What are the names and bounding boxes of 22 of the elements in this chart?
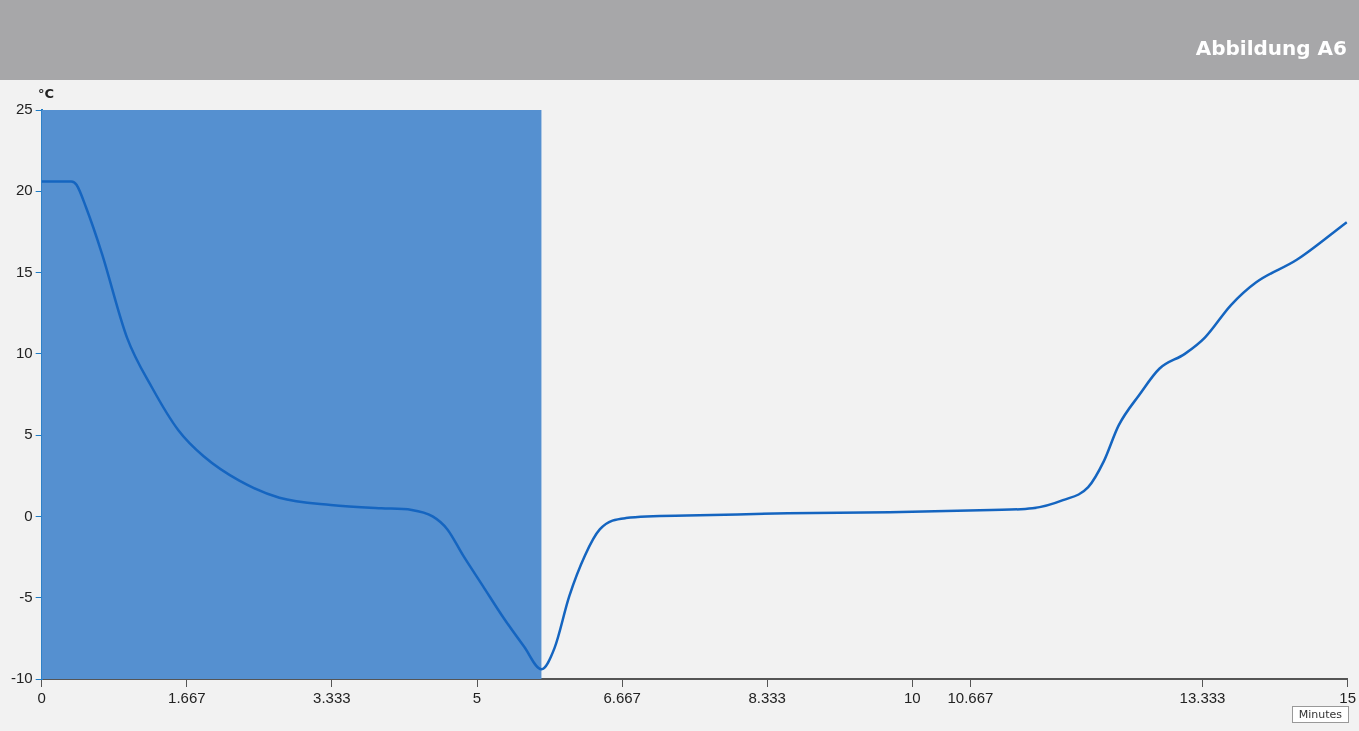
y-tick-label: -5 <box>19 587 33 605</box>
x-tick-label: 3.333 <box>313 689 351 707</box>
y-axis-title: °C <box>38 86 55 101</box>
y-tick-label: -10 <box>10 669 33 687</box>
y-tick-label: 15 <box>15 262 33 280</box>
x-tick-label: 0 <box>37 689 46 707</box>
x-tick-label: 15 <box>1339 689 1356 707</box>
y-tick-label: 5 <box>24 425 33 443</box>
y-tick-label: 25 <box>15 100 33 118</box>
x-tick-label: 8.333 <box>748 689 786 707</box>
y-tick-label: 0 <box>24 506 33 524</box>
x-tick-label: 10 <box>903 689 921 707</box>
x-axis-title: Minutes <box>1291 706 1349 723</box>
chart-title: Abbildung A6 <box>1195 36 1347 60</box>
x-tick-label: 5 <box>472 689 482 707</box>
x-tick-label: 13.333 <box>1179 689 1226 707</box>
x-tick-label: 1.667 <box>168 689 206 707</box>
x-tick-label: 6.667 <box>603 689 641 707</box>
y-tick-label: 20 <box>15 181 33 199</box>
x-tick-label: 10.667 <box>947 689 994 707</box>
line-series <box>41 180 1348 671</box>
y-tick-label: 10 <box>15 344 33 361</box>
